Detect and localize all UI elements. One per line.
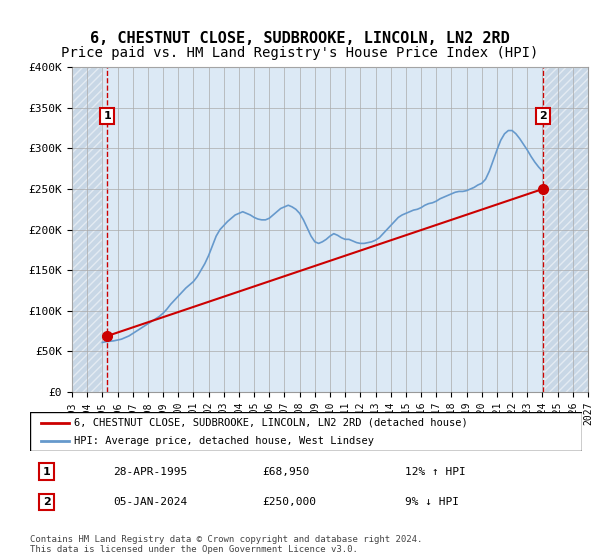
Text: 6, CHESTNUT CLOSE, SUDBROOKE, LINCOLN, LN2 2RD (detached house): 6, CHESTNUT CLOSE, SUDBROOKE, LINCOLN, L… [74,418,468,428]
Text: 12% ↑ HPI: 12% ↑ HPI [406,467,466,477]
Bar [544,67,588,392]
Text: 1: 1 [103,111,111,121]
Text: £250,000: £250,000 [262,497,316,507]
Bar [72,67,103,392]
Text: Price paid vs. HM Land Registry's House Price Index (HPI): Price paid vs. HM Land Registry's House … [61,46,539,60]
Text: 1: 1 [43,467,50,477]
Text: 2: 2 [539,111,547,121]
Text: Contains HM Land Registry data © Crown copyright and database right 2024.
This d: Contains HM Land Registry data © Crown c… [30,535,422,554]
Text: 28-APR-1995: 28-APR-1995 [113,467,187,477]
Text: £68,950: £68,950 [262,467,309,477]
Text: 9% ↓ HPI: 9% ↓ HPI [406,497,460,507]
Text: 2: 2 [43,497,50,507]
Text: HPI: Average price, detached house, West Lindsey: HPI: Average price, detached house, West… [74,436,374,446]
Bar [72,67,103,392]
Text: 6, CHESTNUT CLOSE, SUDBROOKE, LINCOLN, LN2 2RD: 6, CHESTNUT CLOSE, SUDBROOKE, LINCOLN, L… [90,31,510,46]
FancyBboxPatch shape [30,412,582,451]
Bar [544,67,588,392]
Text: 05-JAN-2024: 05-JAN-2024 [113,497,187,507]
